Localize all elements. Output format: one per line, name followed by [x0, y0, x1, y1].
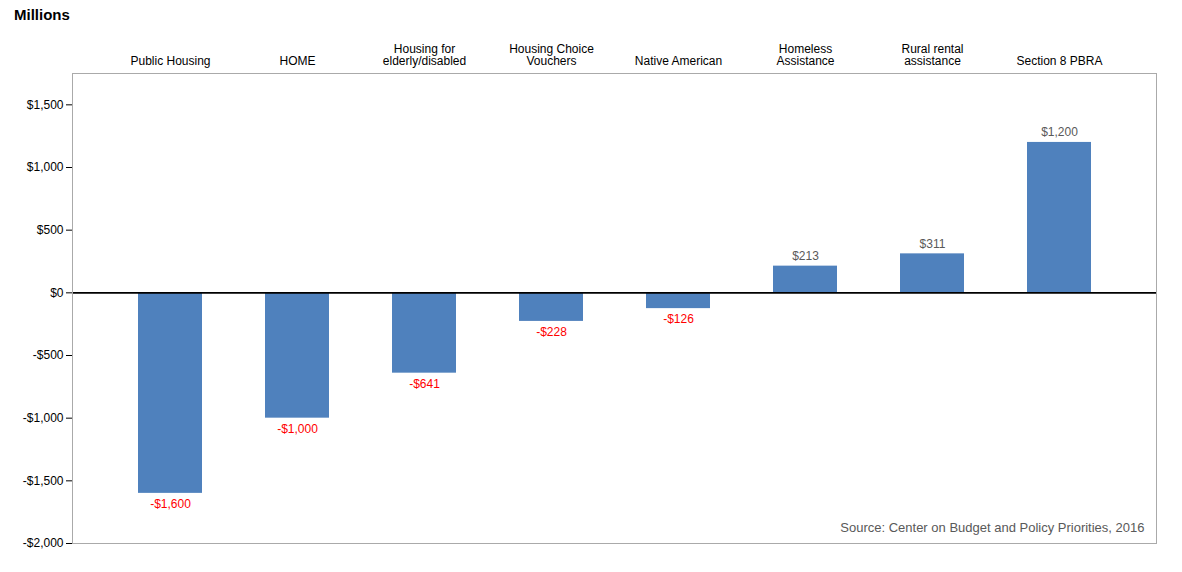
svg-text:Rural rentalassistance: Rural rentalassistance — [901, 42, 963, 68]
svg-text:$213: $213 — [792, 249, 819, 263]
svg-text:-$1,600: -$1,600 — [150, 497, 191, 511]
svg-text:-$228: -$228 — [536, 325, 567, 339]
svg-text:HomelessAssistance: HomelessAssistance — [776, 42, 834, 68]
svg-text:$1,500: $1,500 — [27, 98, 64, 112]
svg-text:HOME: HOME — [280, 54, 316, 68]
svg-text:$0: $0 — [50, 286, 64, 300]
html-text:Millions: Millions — [14, 6, 70, 23]
svg-text:$1,000: $1,000 — [27, 160, 64, 174]
svg-text:-$1,000: -$1,000 — [23, 411, 64, 425]
svg-text:-$1,500: -$1,500 — [23, 474, 64, 488]
svg-text:$311: $311 — [920, 237, 946, 251]
svg-text:-$126: -$126 — [663, 312, 694, 326]
svg-text:Housing ChoiceVouchers: Housing ChoiceVouchers — [509, 42, 594, 68]
svg-text:Housing forelderly/disabled: Housing forelderly/disabled — [383, 42, 466, 68]
svg-text:Section 8 PBRA: Section 8 PBRA — [1016, 54, 1102, 68]
svg-text:-$2,000: -$2,000 — [23, 536, 64, 550]
svg-text:Public Housing: Public Housing — [130, 54, 210, 68]
svg-text:$500: $500 — [37, 223, 64, 237]
svg-text:Native American: Native American — [635, 54, 722, 68]
svg-text:$1,200: $1,200 — [1041, 125, 1078, 139]
svg-text:-$500: -$500 — [33, 348, 64, 362]
svg-text:-$1,000: -$1,000 — [277, 422, 318, 436]
svg-text:-$641: -$641 — [409, 377, 440, 391]
svg-text:Source: Center on Budget and P: Source: Center on Budget and Policy Prio… — [840, 520, 1144, 535]
